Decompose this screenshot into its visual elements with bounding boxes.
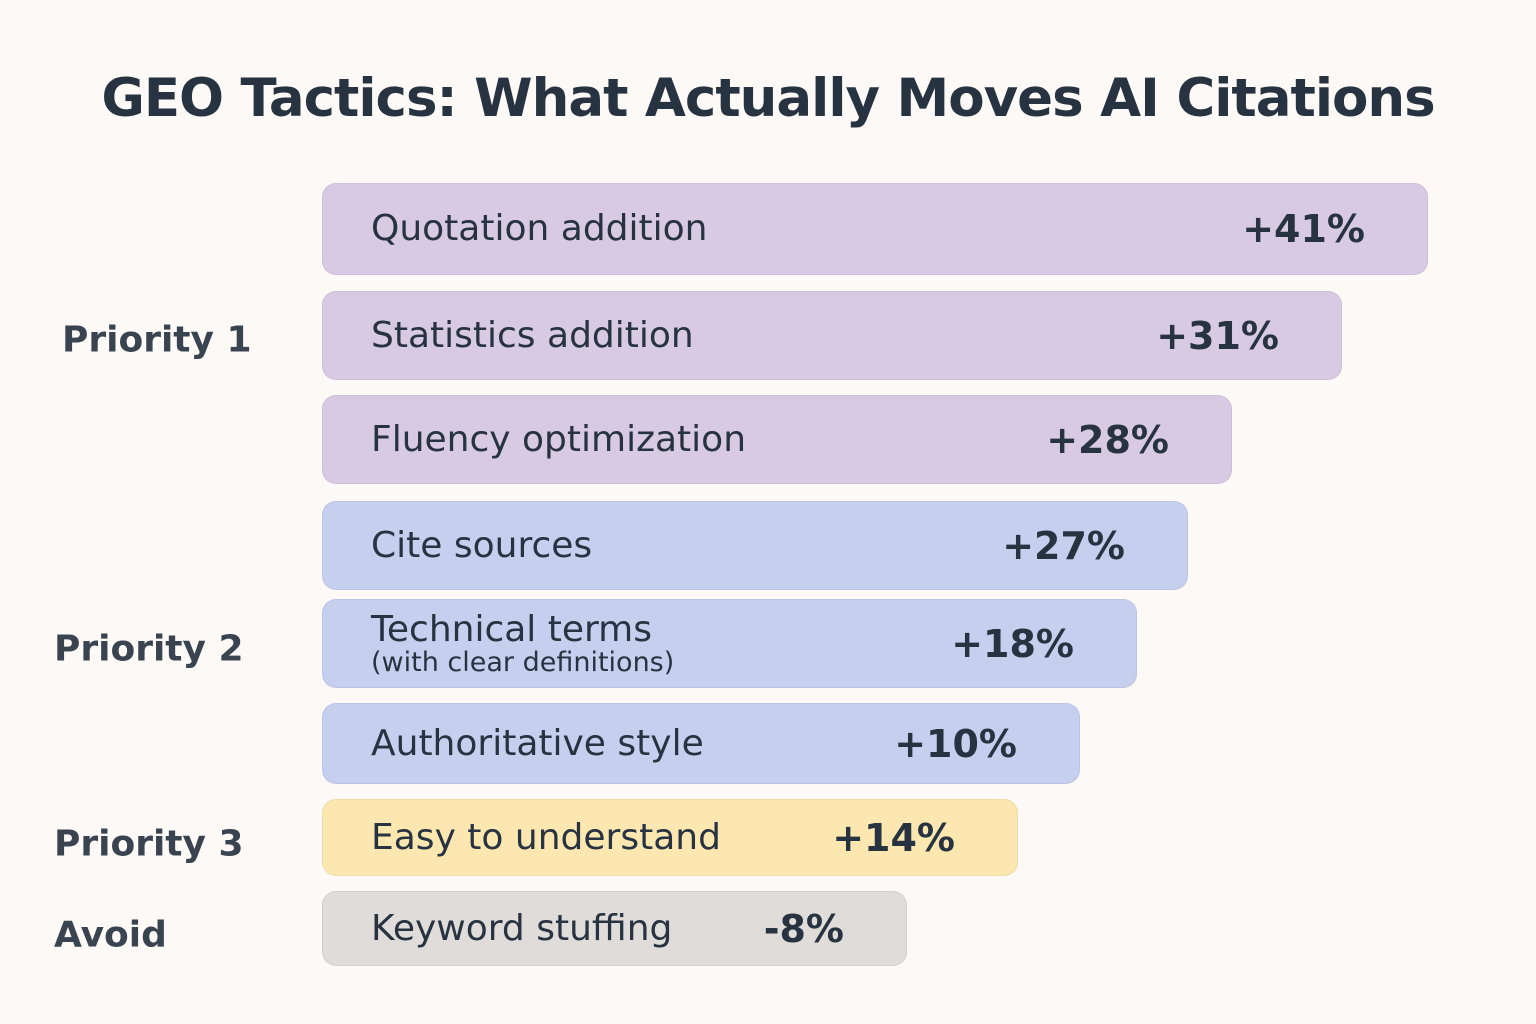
bar-authoritative-style: Authoritative style +10%: [322, 703, 1080, 784]
bar-label: Statistics addition: [371, 292, 694, 379]
group-label-priority-1: Priority 1: [62, 319, 252, 360]
bar-cite-sources: Cite sources +27%: [322, 501, 1188, 590]
bar-label-text: Cite sources: [371, 524, 593, 566]
bar-value-label: +27%: [1002, 523, 1125, 568]
bar-value-label: +28%: [1046, 417, 1169, 462]
bar-label-text: Quotation addition: [371, 208, 708, 249]
bar-quotation-addition: Quotation addition +41%: [322, 183, 1428, 275]
bar-value-label: +41%: [1242, 207, 1365, 251]
bar-label-text: Authoritative style: [371, 722, 704, 764]
bar-label: Cite sources: [371, 502, 592, 589]
bar-label-text: Fluency optimization: [371, 418, 747, 460]
bar-easy-to-understand: Easy to understand +14%: [322, 799, 1018, 876]
bar-technical-terms: Technical terms (with clear definitions) +…: [322, 599, 1137, 688]
bar-value-label: +14%: [832, 815, 955, 860]
bar-label-text: Easy to understand: [371, 816, 721, 858]
bar-label: Keyword stuffing: [371, 892, 672, 965]
group-label-priority-2: Priority 2: [54, 628, 244, 669]
bar-sublabel-text: (with clear definitions): [371, 646, 675, 678]
bar-label: Easy to understand: [371, 800, 721, 875]
bar-label: Authoritative style: [371, 704, 704, 783]
chart-title: GEO Tactics: What Actually Moves AI Cita…: [101, 68, 1435, 129]
group-label-priority-3: Priority 3: [54, 823, 244, 864]
bar-label: Fluency optimization: [371, 396, 746, 483]
bar-label-text: Technical terms: [371, 608, 653, 650]
bar-fluency-optimization: Fluency optimization +28%: [322, 395, 1232, 484]
bar-statistics-addition: Statistics addition +31%: [322, 291, 1342, 380]
bar-value-label: +10%: [894, 721, 1017, 766]
bar-label: Quotation addition: [371, 184, 707, 274]
bar-value-label: -8%: [763, 906, 844, 951]
bar-value-label: +18%: [951, 621, 1074, 666]
bar-label: Technical terms (with clear definitions): [371, 600, 674, 687]
bar-label-text: Keyword stuffing: [371, 907, 673, 949]
bar-label-text: Statistics addition: [371, 314, 694, 356]
group-label-avoid: Avoid: [54, 914, 167, 955]
bar-keyword-stuffing: Keyword stuffing -8%: [322, 891, 907, 966]
bar-value-label: +31%: [1156, 313, 1279, 358]
